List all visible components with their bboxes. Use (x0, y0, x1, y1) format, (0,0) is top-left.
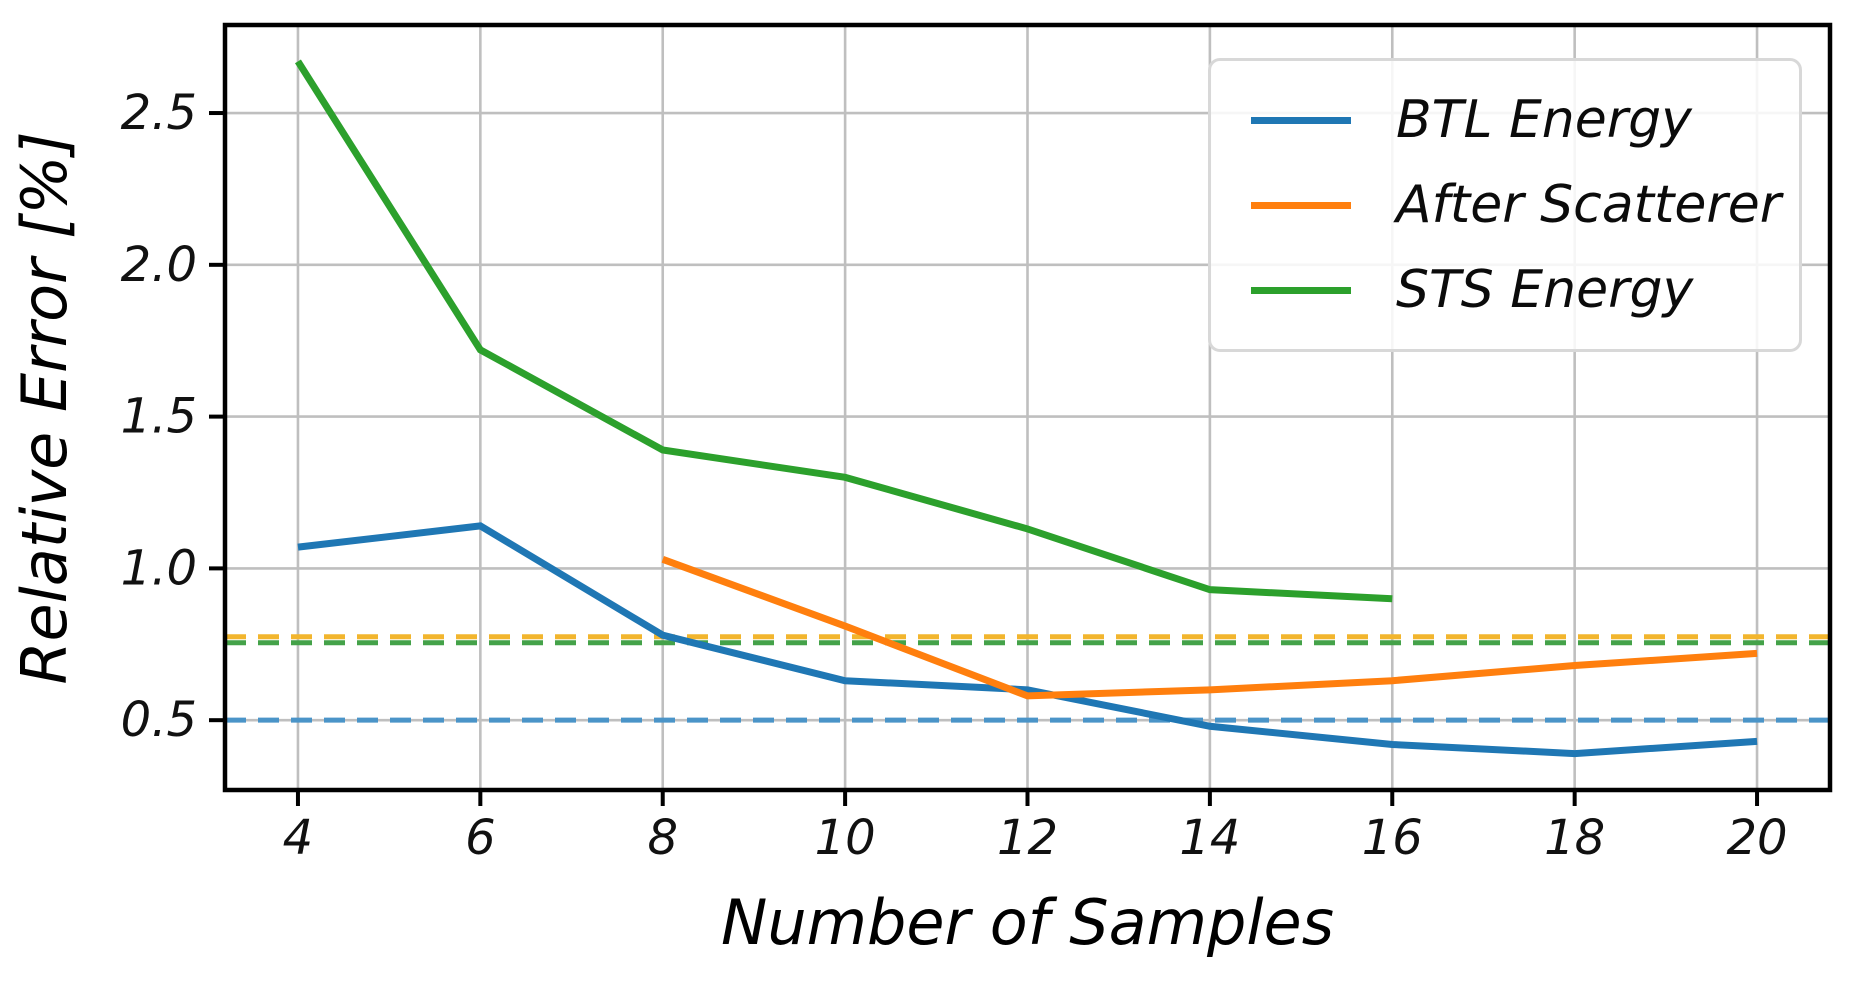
x-tick-label: 16 (1362, 810, 1423, 866)
legend-swatch-sts-energy (1251, 286, 1351, 294)
legend-item-btl-energy: BTL Energy (1211, 94, 1799, 146)
y-axis-label: Relative Error [%] (8, 131, 81, 685)
x-tick-label: 10 (815, 810, 876, 866)
legend-label-btl-energy: BTL Energy (1396, 90, 1692, 150)
legend-item-after-scatterer: After Scatterer (1211, 179, 1799, 231)
x-tick-label: 6 (465, 810, 496, 866)
legend: BTL Energy After Scatterer STS Energy (1208, 58, 1802, 352)
series-line-after-scatterer (661, 555, 1758, 700)
x-tick-label: 14 (1179, 810, 1240, 866)
x-tick-label: 12 (997, 810, 1058, 866)
x-tick-label: 8 (647, 810, 678, 866)
legend-label-after-scatterer: After Scatterer (1396, 175, 1782, 235)
x-axis-label: Number of Samples (720, 886, 1334, 959)
y-tick-label: 1.0 (121, 540, 197, 596)
x-tick-label: 20 (1727, 810, 1788, 866)
y-tick-label: 2.0 (121, 237, 197, 293)
legend-swatch-after-scatterer (1251, 201, 1351, 209)
legend-item-sts-energy: STS Energy (1211, 264, 1799, 316)
y-tick-label: 1.5 (121, 389, 197, 445)
x-tick-label: 4 (283, 810, 314, 866)
series-line-sts-energy (294, 59, 1393, 603)
legend-label-sts-energy: STS Energy (1396, 260, 1694, 320)
series-line-btl-energy (297, 522, 1758, 758)
y-tick-label: 2.5 (121, 85, 197, 141)
x-tick-label: 18 (1544, 810, 1605, 866)
legend-swatch-btl-energy (1251, 116, 1351, 124)
y-tick-label: 0.5 (121, 692, 197, 748)
